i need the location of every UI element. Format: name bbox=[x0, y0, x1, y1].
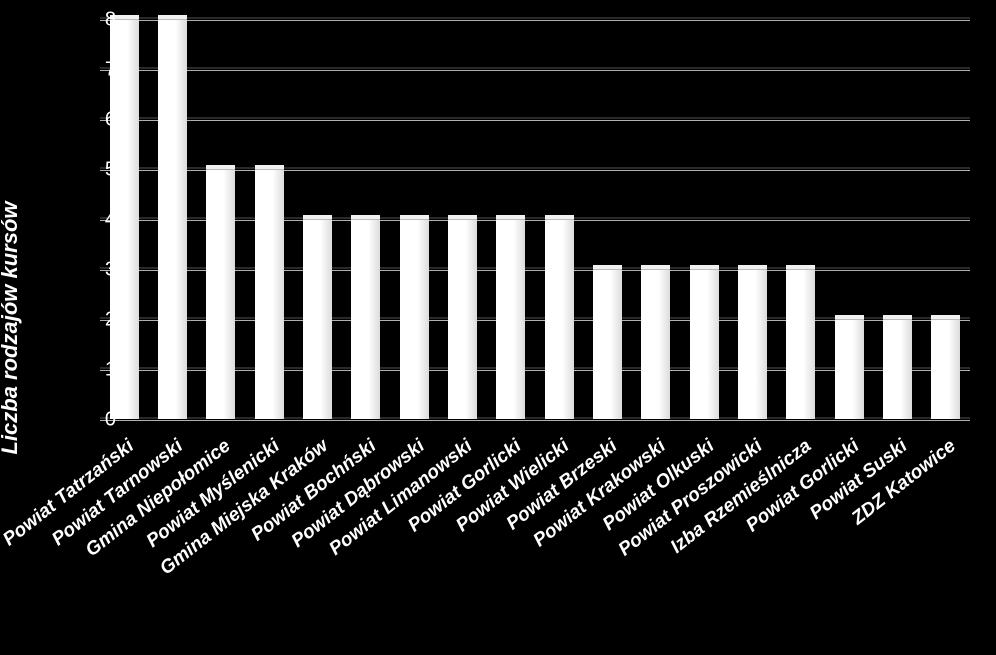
bar-top bbox=[690, 265, 719, 270]
y-tick-label: 6 bbox=[105, 109, 116, 132]
y-axis-label: Liczba rodzajów kursów bbox=[0, 201, 23, 454]
bar-top bbox=[931, 315, 960, 320]
y-tick-label: 3 bbox=[105, 259, 116, 282]
bar bbox=[593, 268, 622, 419]
bar bbox=[158, 18, 187, 419]
bar bbox=[883, 318, 912, 419]
y-tick-label: 2 bbox=[105, 309, 116, 332]
y-tick-label: 1 bbox=[105, 359, 116, 382]
x-labels-layer: Powiat TatrzańskiPowiat TarnowskiGmina N… bbox=[100, 425, 970, 635]
bars-layer bbox=[100, 20, 970, 420]
bar-top bbox=[835, 315, 864, 320]
bar-top bbox=[448, 215, 477, 220]
bar-top bbox=[255, 165, 284, 170]
gridline-shadow bbox=[100, 17, 970, 19]
y-tick-label: 4 bbox=[105, 209, 116, 232]
bar bbox=[496, 218, 525, 419]
bar bbox=[303, 218, 332, 419]
bar-top bbox=[400, 215, 429, 220]
bar-top bbox=[738, 265, 767, 270]
bar bbox=[448, 218, 477, 419]
bar bbox=[641, 268, 670, 419]
plot-area bbox=[100, 20, 970, 420]
bar bbox=[690, 268, 719, 419]
bar bbox=[255, 168, 284, 419]
bar bbox=[351, 218, 380, 419]
bar-top bbox=[641, 265, 670, 270]
bar bbox=[931, 318, 960, 419]
bar bbox=[738, 268, 767, 419]
bar-top bbox=[158, 15, 187, 20]
bar-top bbox=[351, 215, 380, 220]
bar-top bbox=[545, 215, 574, 220]
bar-top bbox=[786, 265, 815, 270]
bar bbox=[786, 268, 815, 419]
y-tick-label: 7 bbox=[105, 59, 116, 82]
chart-container: Liczba rodzajów kursów 012345678 Powiat … bbox=[0, 0, 996, 655]
bar bbox=[206, 168, 235, 419]
bar bbox=[400, 218, 429, 419]
y-tick-label: 5 bbox=[105, 159, 116, 182]
bar-top bbox=[593, 265, 622, 270]
y-tick-label: 8 bbox=[105, 9, 116, 32]
bar-top bbox=[496, 215, 525, 220]
bar-top bbox=[883, 315, 912, 320]
bar-top bbox=[206, 165, 235, 170]
bar-top bbox=[303, 215, 332, 220]
gridline bbox=[100, 420, 970, 421]
bar bbox=[545, 218, 574, 419]
bar bbox=[835, 318, 864, 419]
